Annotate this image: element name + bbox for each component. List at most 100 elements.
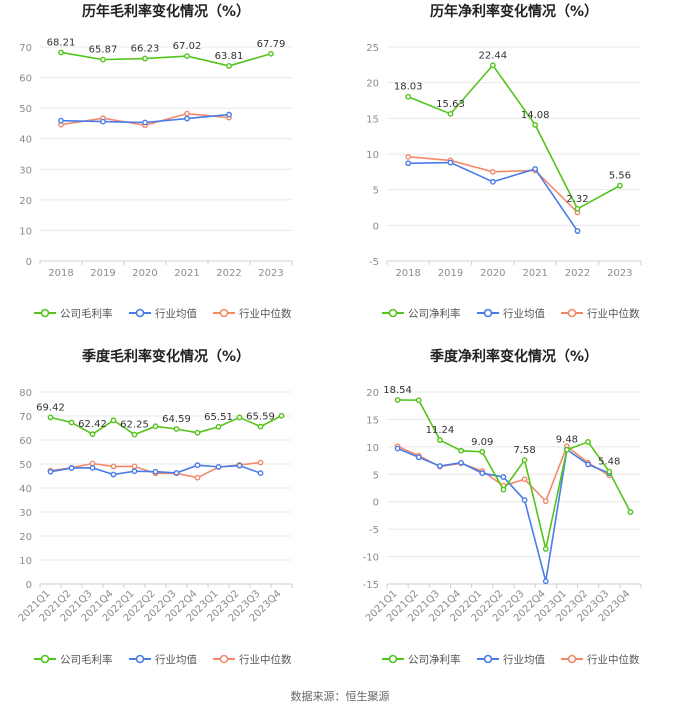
data-point (152, 423, 159, 430)
data-point (542, 545, 549, 552)
data-point (47, 468, 54, 475)
data-point (437, 437, 443, 443)
data-point (226, 63, 232, 69)
legend-label: 公司毛利率 (60, 653, 113, 666)
y-tick-label: 10 (366, 443, 379, 454)
data-point (564, 446, 570, 453)
data-point (268, 50, 274, 57)
data-point (152, 468, 159, 475)
data-point (532, 166, 539, 172)
y-tick-label: 20 (19, 532, 32, 543)
data-point (521, 476, 528, 483)
legend-label: 行业均值 (503, 653, 545, 666)
data-point (458, 447, 464, 454)
data-point (489, 168, 496, 175)
data-point (194, 429, 201, 436)
legend-label: 行业均值 (155, 653, 197, 666)
data-point (173, 426, 180, 432)
data-point (100, 118, 106, 125)
y-tick-label: -10 (363, 553, 379, 564)
legend-swatch-marker (483, 308, 493, 318)
series-line (397, 445, 610, 503)
data-point (437, 463, 443, 469)
data-label: 67.79 (257, 39, 286, 50)
y-tick-label: 10 (19, 556, 32, 567)
data-point (184, 115, 190, 122)
x-tick-label: 2021 (174, 268, 199, 279)
y-tick-label: -15 (363, 580, 379, 591)
chart-title: 季度毛利率变化情况（%） (81, 348, 250, 365)
x-tick-label: 2018 (48, 268, 73, 279)
legend-item: 公司净利率 (382, 307, 461, 320)
legend-item: 行业均值 (477, 653, 545, 666)
data-point (479, 448, 486, 455)
legend-item: 行业均值 (129, 307, 197, 320)
legend-swatch-marker (40, 654, 50, 664)
data-point (110, 471, 117, 478)
x-tick-label: 2020 (480, 268, 505, 279)
y-tick-label: 60 (19, 436, 32, 447)
legend-label: 行业均值 (155, 307, 197, 320)
y-tick-label: 10 (19, 226, 32, 237)
y-tick-label: 80 (19, 388, 32, 399)
legend-label: 公司毛利率 (60, 307, 113, 320)
data-label: 65.59 (246, 412, 275, 423)
data-point (574, 205, 581, 212)
data-point (532, 121, 539, 128)
data-label: 62.25 (120, 420, 149, 431)
data-point (110, 417, 117, 424)
data-point (585, 461, 591, 468)
data-point (458, 459, 464, 466)
data-point (447, 159, 454, 166)
data-point (215, 463, 222, 470)
y-tick-label: 50 (19, 460, 32, 471)
data-point (394, 397, 401, 403)
data-label: 7.58 (513, 445, 535, 456)
x-tick-label: 2018 (395, 268, 420, 279)
legend-item: 行业中位数 (561, 307, 640, 320)
legend-item: 公司毛利率 (34, 307, 113, 320)
data-point (47, 414, 54, 421)
data-point (131, 463, 138, 470)
legend-label: 行业中位数 (587, 653, 640, 666)
data-point (236, 462, 243, 469)
legend-label: 行业中位数 (239, 307, 292, 320)
legend-swatch-marker (40, 308, 50, 318)
legend: 公司净利率 行业均值 行业中位数 (382, 307, 640, 320)
legend-item: 公司毛利率 (34, 653, 113, 666)
data-point (405, 153, 412, 160)
x-tick-label: 2019 (90, 268, 115, 279)
data-point (500, 486, 507, 493)
x-tick-label: 2022 (565, 268, 590, 279)
x-tick-label: 2019 (438, 268, 463, 279)
data-point (616, 182, 623, 189)
chart-title: 季度净利率变化情况（%） (429, 348, 598, 365)
data-label: 18.03 (394, 82, 423, 93)
data-point (184, 110, 190, 117)
series-line (397, 447, 610, 582)
data-label: 5.48 (598, 457, 620, 468)
y-tick-label: 20 (19, 196, 32, 207)
data-point (215, 423, 222, 430)
legend-item: 公司净利率 (382, 653, 461, 666)
data-point (110, 463, 117, 470)
y-tick-label: -5 (369, 525, 379, 536)
y-tick-label: 70 (19, 412, 32, 423)
chart-title: 历年净利率变化情况（%） (430, 3, 598, 20)
data-point (542, 578, 549, 585)
data-label: 68.21 (47, 37, 76, 48)
legend: 公司净利率 行业均值 行业中位数 (382, 653, 640, 666)
legend-label: 公司净利率 (408, 653, 461, 666)
legend-item: 行业均值 (477, 307, 545, 320)
data-label: 22.44 (479, 50, 508, 61)
y-tick-label: 0 (373, 498, 379, 509)
data-label: 65.87 (89, 45, 118, 56)
data-point (89, 431, 96, 438)
legend-swatch-marker (388, 308, 398, 318)
data-point (184, 53, 190, 60)
data-point (173, 469, 180, 476)
data-point (236, 414, 243, 421)
data-point (89, 464, 96, 471)
legend-swatch-marker (388, 654, 398, 664)
data-point (415, 454, 422, 461)
